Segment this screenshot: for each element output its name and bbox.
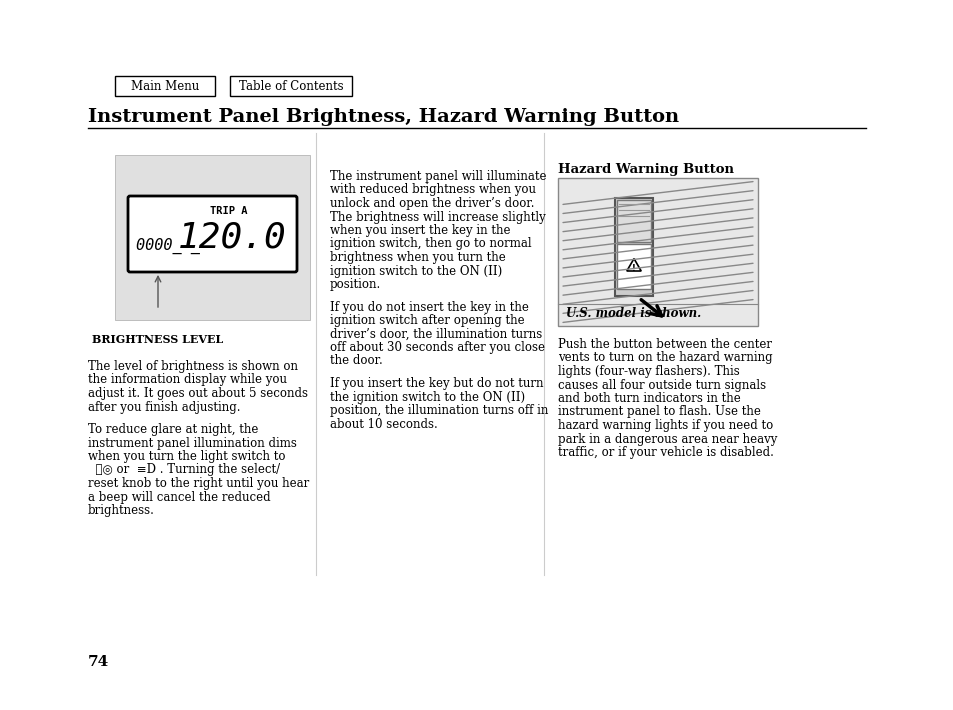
Text: Main Menu: Main Menu — [131, 80, 199, 92]
Text: a beep will cancel the reduced: a beep will cancel the reduced — [88, 491, 271, 503]
Text: 0000_ _: 0000_ _ — [136, 238, 200, 254]
FancyBboxPatch shape — [617, 200, 650, 242]
Text: about 10 seconds.: about 10 seconds. — [330, 417, 437, 430]
Text: The level of brightness is shown on: The level of brightness is shown on — [88, 360, 297, 373]
FancyBboxPatch shape — [115, 76, 214, 96]
Text: 120.0: 120.0 — [178, 221, 287, 255]
Text: reset knob to the right until you hear: reset knob to the right until you hear — [88, 477, 309, 490]
Text: unlock and open the driver’s door.: unlock and open the driver’s door. — [330, 197, 534, 210]
Text: ignition switch, then go to normal: ignition switch, then go to normal — [330, 238, 531, 251]
Text: instrument panel illumination dims: instrument panel illumination dims — [88, 437, 296, 449]
Text: and both turn indicators in the: and both turn indicators in the — [558, 392, 740, 405]
Text: TRIP A: TRIP A — [210, 206, 248, 216]
Text: 74: 74 — [88, 655, 110, 669]
Text: driver’s door, the illumination turns: driver’s door, the illumination turns — [330, 327, 541, 341]
Text: Hazard Warning Button: Hazard Warning Button — [558, 163, 733, 176]
Text: lights (four-way flashers). This: lights (four-way flashers). This — [558, 365, 739, 378]
Text: vents to turn on the hazard warning: vents to turn on the hazard warning — [558, 351, 772, 364]
Text: The instrument panel will illuminate: The instrument panel will illuminate — [330, 170, 546, 183]
Text: when you insert the key in the: when you insert the key in the — [330, 224, 510, 237]
Text: U.S. model is shown.: U.S. model is shown. — [565, 307, 700, 320]
Text: brightness.: brightness. — [88, 504, 154, 517]
FancyBboxPatch shape — [115, 155, 310, 320]
Text: If you insert the key but do not turn: If you insert the key but do not turn — [330, 377, 543, 390]
Text: with reduced brightness when you: with reduced brightness when you — [330, 183, 536, 197]
Text: ignition switch to the ON (II): ignition switch to the ON (II) — [330, 265, 501, 278]
FancyBboxPatch shape — [617, 244, 650, 289]
Text: Table of Contents: Table of Contents — [238, 80, 343, 92]
Text: Push the button between the center: Push the button between the center — [558, 338, 771, 351]
Text: position, the illumination turns off in: position, the illumination turns off in — [330, 404, 548, 417]
Text: instrument panel to flash. Use the: instrument panel to flash. Use the — [558, 405, 760, 418]
Text: traffic, or if your vehicle is disabled.: traffic, or if your vehicle is disabled. — [558, 446, 773, 459]
Text: If you do not insert the key in the: If you do not insert the key in the — [330, 300, 528, 314]
Text: the ignition switch to the ON (II): the ignition switch to the ON (II) — [330, 391, 524, 403]
Text: causes all four outside turn signals: causes all four outside turn signals — [558, 378, 765, 391]
Text: park in a dangerous area near heavy: park in a dangerous area near heavy — [558, 432, 777, 445]
Text: the door.: the door. — [330, 354, 382, 368]
FancyBboxPatch shape — [230, 76, 352, 96]
FancyBboxPatch shape — [558, 178, 758, 326]
Text: The brightness will increase slightly: The brightness will increase slightly — [330, 210, 545, 224]
FancyBboxPatch shape — [128, 196, 296, 272]
FancyBboxPatch shape — [615, 198, 652, 296]
Text: when you turn the light switch to: when you turn the light switch to — [88, 450, 285, 463]
Text: Instrument Panel Brightness, Hazard Warning Button: Instrument Panel Brightness, Hazard Warn… — [88, 108, 679, 126]
Text: brightness when you turn the: brightness when you turn the — [330, 251, 505, 264]
Text: To reduce glare at night, the: To reduce glare at night, the — [88, 423, 258, 436]
Text: ignition switch after opening the: ignition switch after opening the — [330, 314, 524, 327]
Text: BRIGHTNESS LEVEL: BRIGHTNESS LEVEL — [92, 334, 223, 345]
Text: ★◎ or  ≡D . Turning the select/: ★◎ or ≡D . Turning the select/ — [88, 464, 280, 476]
Text: after you finish adjusting.: after you finish adjusting. — [88, 400, 240, 413]
Text: adjust it. It goes out about 5 seconds: adjust it. It goes out about 5 seconds — [88, 387, 308, 400]
Text: the information display while you: the information display while you — [88, 373, 287, 386]
Text: !: ! — [632, 263, 636, 273]
Text: off about 30 seconds after you close: off about 30 seconds after you close — [330, 341, 544, 354]
Text: hazard warning lights if you need to: hazard warning lights if you need to — [558, 419, 773, 432]
Text: position.: position. — [330, 278, 381, 291]
